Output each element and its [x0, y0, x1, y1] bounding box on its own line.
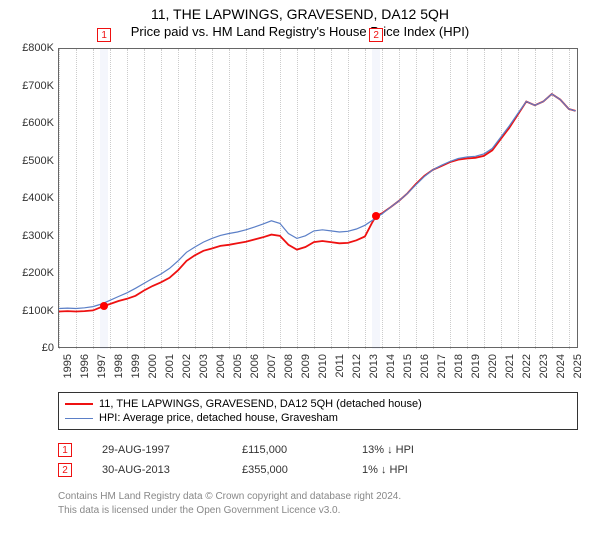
row-hpi-delta: 1% ↓ HPI: [362, 460, 408, 480]
x-tick-label: 2014: [385, 354, 397, 378]
x-tick-label: 2000: [147, 354, 159, 378]
sales-table: 1 29-AUG-1997 £115,000 13% ↓ HPI 2 30-AUG-201…: [58, 440, 414, 480]
sale-marker-flag: 1: [97, 28, 111, 42]
x-tick-label: 2010: [317, 354, 329, 378]
y-tick-label: £300K: [8, 230, 54, 242]
x-tick-label: 2013: [368, 354, 380, 378]
address-title: 11, THE LAPWINGS, GRAVESEND, DA12 5QH: [0, 6, 600, 22]
x-tick-label: 2005: [232, 354, 244, 378]
x-tick-label: 2020: [487, 354, 499, 378]
subtitle: Price paid vs. HM Land Registry's House …: [0, 24, 600, 39]
x-tick-label: 2002: [181, 354, 193, 378]
x-tick-label: 2008: [283, 354, 295, 378]
x-tick-label: 1999: [130, 354, 142, 378]
legend-label: HPI: Average price, detached house, Grav…: [99, 412, 338, 424]
x-tick-label: 2001: [164, 354, 176, 378]
x-tick-label: 1998: [113, 354, 125, 378]
chart-container: 11, THE LAPWINGS, GRAVESEND, DA12 5QH Pr…: [0, 0, 600, 560]
footer-line1: Contains HM Land Registry data © Crown c…: [58, 490, 401, 504]
plot-area: 12: [58, 48, 578, 348]
sales-table-row: 2 30-AUG-2013 £355,000 1% ↓ HPI: [58, 460, 414, 480]
y-tick-label: £400K: [8, 192, 54, 204]
legend-swatch: [65, 403, 93, 405]
x-tick-label: 2021: [504, 354, 516, 378]
footer-line2: This data is licensed under the Open Gov…: [58, 504, 401, 518]
y-tick-label: £0: [8, 342, 54, 354]
row-price: £355,000: [242, 460, 332, 480]
x-tick-label: 2012: [351, 354, 363, 378]
sale-marker-dot: [372, 212, 380, 220]
x-tick-label: 2016: [419, 354, 431, 378]
x-tick-label: 2011: [334, 354, 346, 378]
y-tick-label: £100K: [8, 305, 54, 317]
x-tick-label: 2015: [402, 354, 414, 378]
x-tick-label: 2003: [198, 354, 210, 378]
y-tick-label: £200K: [8, 267, 54, 279]
x-tick-label: 1995: [62, 354, 74, 378]
row-marker: 2: [58, 463, 72, 477]
x-tick-label: 2017: [436, 354, 448, 378]
line-series-svg: [59, 49, 579, 349]
row-date: 30-AUG-2013: [102, 460, 212, 480]
sales-table-row: 1 29-AUG-1997 £115,000 13% ↓ HPI: [58, 440, 414, 460]
legend-item: HPI: Average price, detached house, Grav…: [65, 411, 571, 425]
y-tick-label: £800K: [8, 42, 54, 54]
series-subject: [59, 94, 576, 312]
chart-area: £0£100K£200K£300K£400K£500K£600K£700K£80…: [8, 48, 592, 378]
x-tick-label: 2022: [521, 354, 533, 378]
x-tick-label: 2007: [266, 354, 278, 378]
legend-item: 11, THE LAPWINGS, GRAVESEND, DA12 5QH (d…: [65, 397, 571, 411]
footer-attribution: Contains HM Land Registry data © Crown c…: [58, 490, 401, 517]
x-tick-label: 2023: [538, 354, 550, 378]
x-tick-label: 2006: [249, 354, 261, 378]
sale-marker-dot: [100, 302, 108, 310]
row-marker: 1: [58, 443, 72, 457]
x-tick-label: 2018: [453, 354, 465, 378]
x-tick-label: 2004: [215, 354, 227, 378]
sale-marker-flag: 2: [369, 28, 383, 42]
y-tick-label: £600K: [8, 117, 54, 129]
x-tick-label: 2009: [300, 354, 312, 378]
row-hpi-delta: 13% ↓ HPI: [362, 440, 414, 460]
legend-swatch: [65, 418, 93, 419]
series-hpi: [59, 94, 576, 309]
x-tick-label: 1997: [96, 354, 108, 378]
x-tick-label: 1996: [79, 354, 91, 378]
legend: 11, THE LAPWINGS, GRAVESEND, DA12 5QH (d…: [58, 392, 578, 430]
row-date: 29-AUG-1997: [102, 440, 212, 460]
x-tick-label: 2025: [572, 354, 584, 378]
row-price: £115,000: [242, 440, 332, 460]
y-tick-label: £700K: [8, 80, 54, 92]
legend-label: 11, THE LAPWINGS, GRAVESEND, DA12 5QH (d…: [99, 398, 422, 410]
x-tick-label: 2024: [555, 354, 567, 378]
title-block: 11, THE LAPWINGS, GRAVESEND, DA12 5QH Pr…: [0, 0, 600, 39]
x-tick-label: 2019: [470, 354, 482, 378]
y-tick-label: £500K: [8, 155, 54, 167]
